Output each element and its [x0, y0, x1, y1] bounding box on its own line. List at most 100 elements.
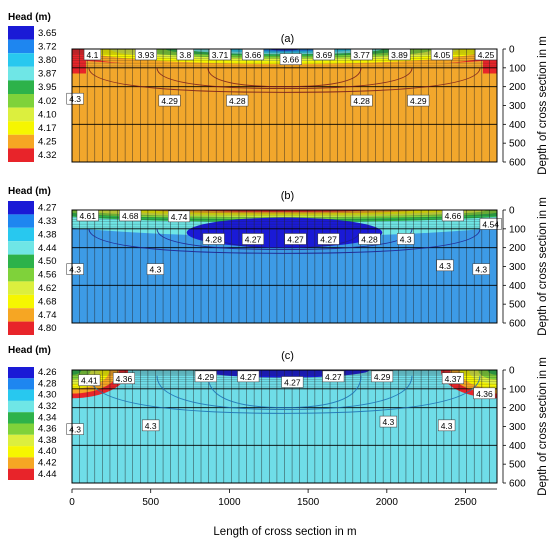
contour-label-box [407, 94, 430, 107]
legend-swatch [8, 378, 34, 390]
contour-label: 4.28 [361, 234, 378, 244]
plot-frame [71, 369, 498, 484]
contour-label: 4.28 [205, 234, 222, 244]
plot-area [72, 210, 497, 323]
contour-line [88, 67, 481, 93]
contour-label: 4.3 [145, 421, 157, 431]
legend-swatch [8, 201, 34, 215]
contour-label-box [168, 210, 191, 223]
contour-label-box [379, 415, 398, 428]
contour-label-box [66, 423, 84, 435]
x-tick-label: 2000 [376, 497, 399, 508]
depth-tick-label: 200 [509, 243, 526, 254]
contour-label-box [284, 233, 307, 245]
contour-label-box [66, 92, 84, 105]
legend-label: 4.62 [38, 283, 57, 294]
contour-label: 4.3 [69, 94, 81, 104]
legend-label: 4.56 [38, 270, 57, 281]
legend-label: 4.17 [38, 123, 57, 134]
contour-label: 4.05 [434, 50, 451, 60]
contour-label-box [441, 372, 464, 385]
depth-tick-label: 100 [509, 63, 526, 74]
contour-label: 4.3 [382, 417, 394, 427]
head-band [72, 370, 82, 375]
contour-label: 4.3 [150, 265, 162, 275]
legend-title: Head (m) [8, 186, 51, 197]
depth-tick-label: 0 [509, 366, 515, 377]
legend-swatch [8, 241, 34, 255]
x-axis-title: Length of cross section in m [213, 526, 356, 538]
depth-axis-title: Depth of cross section in m [537, 357, 549, 496]
contour-label-box [479, 218, 502, 230]
contour-label-box [473, 387, 496, 400]
contour-label: 3.89 [391, 50, 408, 60]
contour-label: 4.36 [476, 389, 493, 399]
legend-label: 4.33 [38, 216, 57, 227]
legend-label: 4.27 [38, 203, 57, 214]
legend-swatch [8, 468, 34, 480]
legend-swatch [8, 107, 34, 122]
contour-label-box [371, 370, 394, 383]
contour-label-box [397, 233, 415, 245]
legend-swatch [8, 66, 34, 81]
legend-label: 4.25 [38, 137, 57, 148]
legend-swatch [8, 389, 34, 401]
legend-swatch [8, 281, 34, 295]
depth-tick-label: 400 [509, 281, 526, 292]
contour-label-box [437, 419, 456, 432]
contour-label: 4.1 [87, 50, 99, 60]
depth-tick-label: 200 [509, 403, 526, 414]
contour-label: 4.66 [445, 211, 462, 221]
contour-label: 4.29 [198, 372, 215, 382]
contour-line [156, 67, 413, 90]
legend-swatch [8, 446, 34, 458]
contour-label-box [146, 263, 165, 275]
legend-label: 4.02 [38, 96, 57, 107]
panel-3: Head (m)4.264.284.304.324.344.364.384.40… [8, 345, 549, 496]
contour-label-box [350, 94, 373, 107]
contour-label: 4.3 [441, 421, 453, 431]
x-axis: 0 500 1000 1500 2000 2500 [69, 488, 497, 508]
contour-label: 4.27 [320, 234, 337, 244]
depth-tick-label: 500 [509, 460, 526, 471]
depth-tick-label: 500 [509, 139, 526, 150]
contour-label: 4.74 [171, 212, 188, 222]
legend-label: 4.40 [38, 446, 57, 457]
contour-label-box [281, 376, 304, 388]
legend-label: 3.87 [38, 69, 57, 80]
legend-label: 4.34 [38, 412, 57, 423]
contour-label: 3.66 [245, 50, 262, 60]
contour-label: 4.28 [229, 96, 246, 106]
contour-label: 3.66 [283, 55, 300, 65]
panel-2: Head (m) 4.27 4.33 4.38 4.44 4.50 4.56 4.62 4.68… [8, 186, 549, 336]
legend-swatch [8, 94, 34, 108]
contour-label-box [78, 374, 101, 386]
plot-area [72, 49, 497, 162]
depth-tick-label: 500 [509, 300, 526, 311]
depth-tick-label: 300 [509, 422, 526, 433]
x-tick-label: 1000 [218, 497, 241, 508]
legend-label: 4.50 [38, 256, 57, 267]
contour-label: 4.27 [240, 372, 257, 382]
contour-label: 4.29 [410, 96, 427, 106]
legend-swatch [8, 134, 34, 149]
contour-label: 4.29 [374, 372, 391, 382]
plot-frame [71, 209, 498, 324]
legend-label: 3.65 [38, 28, 57, 39]
depth-axis-title: Depth of cross section in m [537, 36, 549, 175]
legend-swatch [8, 457, 34, 469]
legend-swatch [8, 412, 34, 424]
panel-tag: (c) [281, 350, 294, 362]
legend-label: 4.30 [38, 390, 57, 401]
contour-label: 4.27 [284, 378, 301, 388]
depth-tick-label: 0 [509, 206, 515, 217]
legend-label: 4.38 [38, 435, 57, 446]
legend-label: 3.95 [38, 82, 57, 93]
contour-label: 4.27 [287, 234, 304, 244]
x-tick-label: 500 [142, 497, 159, 508]
legend-swatch [8, 400, 34, 413]
head-band [487, 370, 497, 375]
legend-swatch [8, 434, 34, 447]
depth-tick-label: 300 [509, 262, 526, 273]
